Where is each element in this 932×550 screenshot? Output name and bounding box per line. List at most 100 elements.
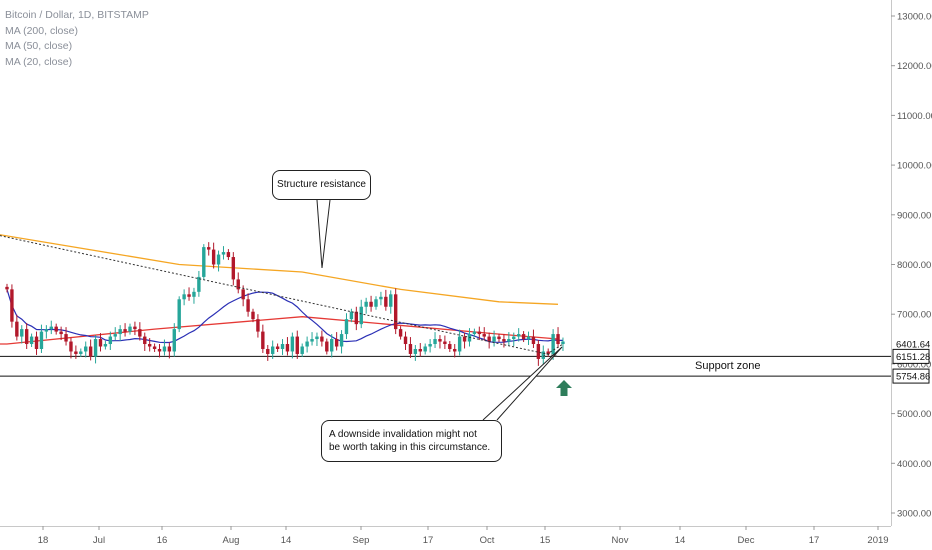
- candle: [211, 242, 216, 269]
- time-tick-label: Sep: [353, 535, 370, 546]
- candle-body: [487, 336, 491, 342]
- candle-body: [118, 329, 122, 335]
- candle: [113, 327, 117, 341]
- support-zone-fill: [0, 356, 891, 377]
- candle: [59, 326, 63, 341]
- candle: [487, 332, 491, 349]
- time-tick-label: 16: [157, 535, 168, 546]
- candle-body: [44, 329, 49, 332]
- candle: [29, 333, 34, 348]
- candle: [93, 335, 98, 364]
- candle: [172, 323, 176, 357]
- resistance-callout-pointer: [316, 199, 331, 269]
- candle-body: [251, 311, 255, 320]
- candle-body: [438, 339, 442, 342]
- candle: [216, 250, 221, 272]
- candle: [492, 330, 496, 347]
- candle: [305, 336, 309, 353]
- candle-body: [113, 334, 117, 337]
- candle-body: [39, 331, 44, 349]
- candle: [403, 331, 408, 350]
- candle: [497, 333, 501, 343]
- candle-body: [147, 344, 152, 347]
- candle-body: [138, 329, 142, 337]
- candle: [236, 272, 240, 294]
- candle-body: [379, 296, 383, 300]
- candle-body: [393, 294, 398, 330]
- candle-body: [457, 336, 462, 352]
- price-tick-label: 9000.00: [897, 210, 931, 221]
- candle-body: [502, 339, 506, 342]
- time-tick-label: Dec: [738, 535, 755, 546]
- candle-body: [477, 331, 482, 335]
- candle: [516, 328, 521, 342]
- ma200-legend[interactable]: MA (200, close): [5, 24, 78, 37]
- candle-body: [69, 341, 73, 352]
- candle-body: [541, 351, 545, 359]
- candle-body: [162, 346, 167, 352]
- candle: [310, 332, 314, 346]
- candle: [251, 308, 255, 323]
- ma20-legend[interactable]: MA (20, close): [5, 55, 73, 68]
- time-tick-label: Aug: [223, 535, 240, 546]
- invalidation-callout[interactable]: A downside invalidation might not be wor…: [321, 420, 502, 462]
- candle: [546, 348, 550, 357]
- candle: [389, 290, 393, 314]
- candle-body: [54, 326, 58, 332]
- candle-body: [285, 344, 290, 352]
- support-zone-band: [0, 355, 891, 377]
- candle-body: [221, 252, 226, 255]
- price-tick-label: 3000.00: [897, 509, 931, 520]
- candle: [364, 297, 368, 314]
- candle-body: [389, 294, 393, 307]
- candle: [472, 328, 477, 338]
- candle: [128, 323, 132, 335]
- candle-body: [236, 279, 240, 290]
- candle: [177, 296, 181, 333]
- candle-body: [261, 331, 265, 349]
- price-tick-label: 12000.00: [897, 61, 932, 72]
- price-tick-label: 6000.00: [897, 359, 931, 370]
- candle: [339, 330, 344, 354]
- candle: [423, 343, 427, 355]
- candle-body: [364, 301, 368, 307]
- candle-body: [359, 306, 363, 325]
- candle: [74, 345, 78, 359]
- candle-body: [5, 286, 9, 290]
- candle-body: [192, 291, 196, 297]
- candle-body: [182, 294, 186, 300]
- symbol-title[interactable]: Bitcoin / Dollar, 1D, BITSTAMP: [5, 9, 149, 21]
- candle-body: [398, 329, 403, 337]
- time-tick-label: Nov: [612, 535, 629, 546]
- price-labels: 6401.64 6151.28 5754.86: [892, 336, 930, 384]
- ma50-line: [0, 316, 559, 345]
- candle: [162, 339, 167, 356]
- candle: [477, 326, 482, 341]
- candle: [98, 333, 103, 352]
- candle-body: [123, 329, 127, 332]
- price-tick-label: 11000.00: [897, 111, 932, 122]
- candle: [39, 324, 44, 353]
- candle: [143, 332, 147, 351]
- candle-body: [344, 319, 349, 335]
- ma50-legend[interactable]: MA (50, close): [5, 40, 73, 52]
- candle: [526, 331, 531, 346]
- candle: [167, 342, 172, 359]
- candle: [561, 337, 565, 351]
- candle-body: [93, 339, 98, 357]
- time-axis[interactable]: 18 Jul 16 Aug 14 Sep 17 Oct 15 Nov 14 Dec 17 2019: [0, 526, 891, 546]
- candle: [221, 246, 226, 260]
- candle-body: [143, 336, 147, 345]
- candle: [123, 323, 127, 337]
- candle-body: [246, 299, 250, 312]
- candle-body: [472, 331, 477, 335]
- price-axis[interactable]: 3000.00 4000.00 5000.00 6000.00 7000.00 8000.…: [891, 0, 932, 526]
- up-arrow-icon: [556, 380, 572, 396]
- candle-body: [202, 247, 206, 277]
- time-tick-label: 17: [809, 535, 820, 546]
- price-label-box: [892, 348, 930, 364]
- candle-body: [133, 326, 137, 330]
- candle: [108, 331, 113, 350]
- structure-resistance-callout[interactable]: Structure resistance: [272, 170, 371, 200]
